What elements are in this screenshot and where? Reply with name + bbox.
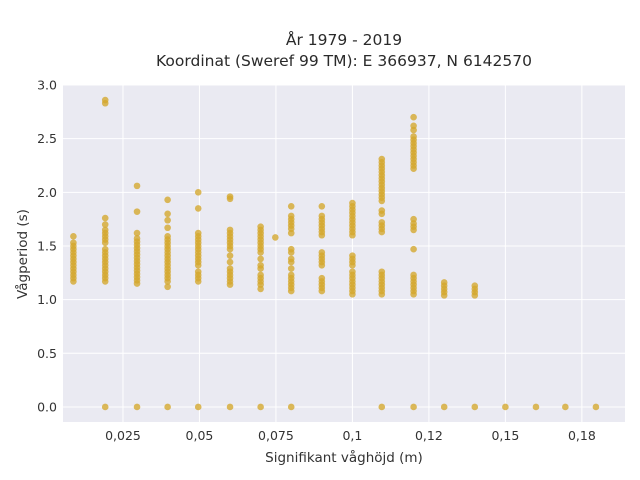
chart-title: År 1979 - 2019 Koordinat (Sweref 99 TM): … xyxy=(156,30,532,70)
chart-title-line-1: År 1979 - 2019 xyxy=(286,30,402,49)
data-point xyxy=(287,255,295,263)
data-point xyxy=(226,226,234,234)
data-point xyxy=(287,265,295,272)
data-point xyxy=(194,268,202,276)
data-point xyxy=(226,265,234,272)
data-point xyxy=(101,214,109,222)
data-point xyxy=(70,239,77,247)
data-point xyxy=(101,221,109,228)
data-point xyxy=(562,403,569,411)
data-point xyxy=(257,255,264,263)
data-point xyxy=(226,252,234,259)
x-tick-label: 0,18 xyxy=(568,428,596,443)
data-point xyxy=(164,196,171,204)
data-point xyxy=(164,283,171,291)
data-point xyxy=(378,155,386,163)
y-tick-label: 2.0 xyxy=(37,185,57,200)
data-point xyxy=(164,233,171,240)
x-tick-label: 0,15 xyxy=(491,428,519,443)
data-point xyxy=(133,235,141,242)
data-point xyxy=(318,249,326,256)
data-point xyxy=(287,271,295,279)
data-point xyxy=(410,133,417,140)
x-tick-label: 0,05 xyxy=(186,428,214,443)
data-point xyxy=(318,212,326,220)
data-point xyxy=(440,279,448,286)
data-point xyxy=(70,233,77,240)
data-point xyxy=(101,245,109,253)
data-point xyxy=(349,252,356,259)
y-tick-labels: 0.0 0.5 1.0 1.5 2.0 2.5 3.0 xyxy=(37,78,57,415)
data-point xyxy=(257,403,264,411)
data-point xyxy=(287,245,295,253)
data-point xyxy=(226,403,234,411)
data-point xyxy=(410,113,417,121)
data-point xyxy=(471,403,479,411)
gridlines xyxy=(63,84,625,422)
data-point xyxy=(287,403,295,411)
y-axis-label: Vågperiod (s) xyxy=(14,209,31,299)
y-tick-label: 0.0 xyxy=(37,399,57,414)
x-tick-label: 0,075 xyxy=(258,428,294,443)
data-point xyxy=(133,229,141,237)
data-point xyxy=(226,258,234,266)
y-tick-label: 1.0 xyxy=(37,292,57,307)
data-point xyxy=(410,122,417,130)
x-tick-label: 0,12 xyxy=(415,428,443,443)
x-axis-label: Signifikant våghöjd (m) xyxy=(265,449,423,466)
data-point xyxy=(318,202,326,210)
y-tick-label: 3.0 xyxy=(37,78,57,93)
data-point xyxy=(318,274,326,282)
data-point xyxy=(194,403,202,411)
data-point xyxy=(349,199,356,207)
data-point xyxy=(101,96,109,104)
data-point xyxy=(194,189,202,196)
data-point xyxy=(194,205,202,212)
data-point xyxy=(226,193,234,200)
data-point xyxy=(410,271,417,279)
data-point xyxy=(378,219,386,226)
data-point xyxy=(257,271,264,279)
data-point xyxy=(101,403,109,411)
data-point xyxy=(378,207,386,214)
x-tick-label: 0,1 xyxy=(342,428,362,443)
data-point xyxy=(257,262,264,269)
x-tick-labels: 0,025 0,05 0,075 0,1 0,12 0,15 0,18 xyxy=(105,428,596,443)
data-point xyxy=(133,208,141,215)
data-point xyxy=(272,234,279,241)
data-points xyxy=(70,96,600,411)
data-point xyxy=(349,268,356,276)
data-point xyxy=(257,223,264,230)
data-point xyxy=(532,403,540,411)
data-point xyxy=(410,215,417,223)
data-point xyxy=(502,403,509,411)
data-point xyxy=(164,210,171,218)
data-point xyxy=(410,245,417,253)
x-tick-label: 0,025 xyxy=(105,428,141,443)
y-tick-label: 0.5 xyxy=(37,346,57,361)
data-point xyxy=(133,403,141,411)
y-tick-label: 2.5 xyxy=(37,131,57,146)
data-point xyxy=(164,403,171,411)
y-tick-label: 1.5 xyxy=(37,238,57,253)
data-point xyxy=(287,202,295,210)
data-point xyxy=(440,403,448,411)
data-point xyxy=(592,403,600,411)
data-point xyxy=(471,282,479,289)
plot-area xyxy=(63,85,625,422)
chart-title-line-2: Koordinat (Sweref 99 TM): E 366937, N 61… xyxy=(156,52,532,70)
data-point xyxy=(378,403,386,411)
data-point xyxy=(133,182,141,190)
data-point xyxy=(101,226,109,234)
data-point xyxy=(164,216,171,224)
data-point xyxy=(410,403,417,411)
data-point xyxy=(194,229,202,237)
data-point xyxy=(378,268,386,276)
data-point xyxy=(164,224,171,232)
data-point xyxy=(287,212,295,220)
